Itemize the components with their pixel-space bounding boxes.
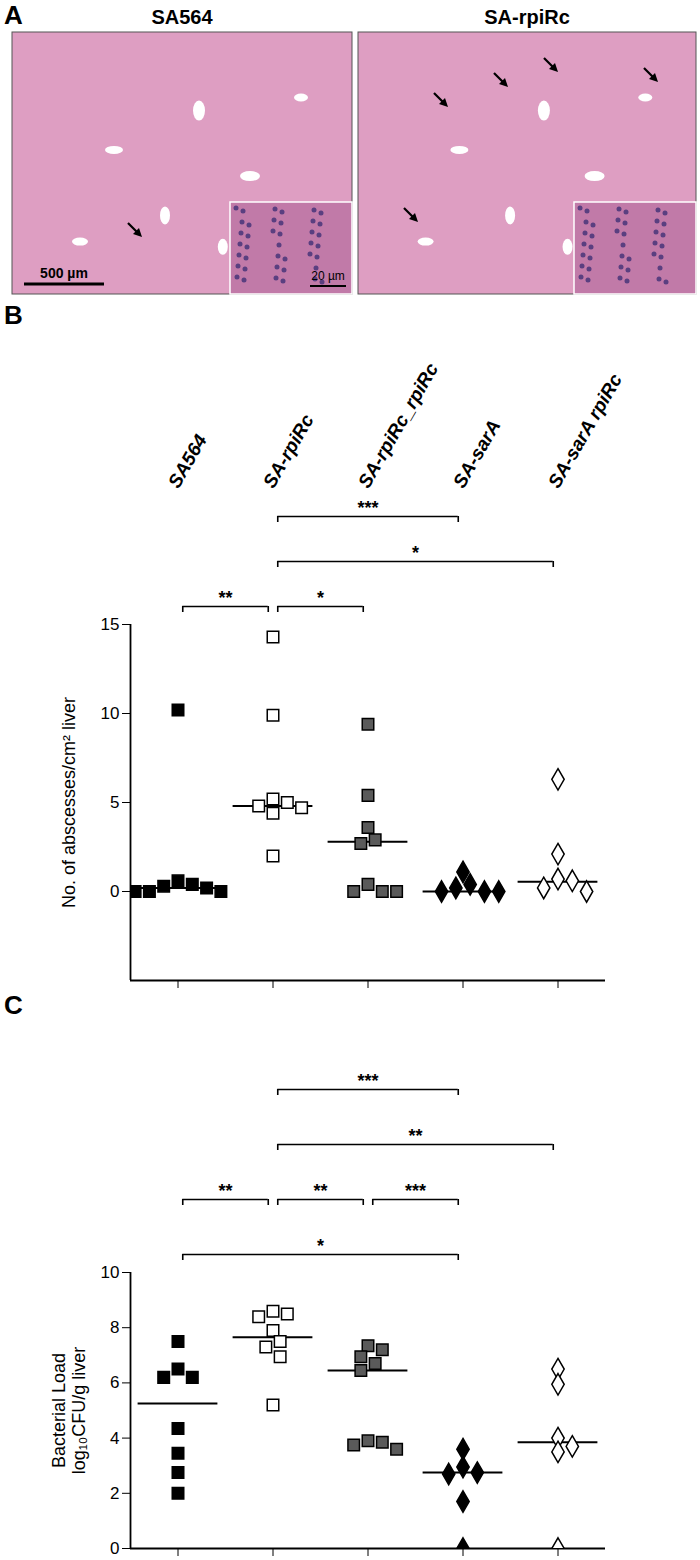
svg-text:*: * (317, 1236, 324, 1256)
svg-text:***: *** (405, 1181, 426, 1201)
svg-text:10: 10 (101, 1263, 120, 1282)
svg-text:10: 10 (101, 704, 120, 723)
html-text:C: C (4, 990, 23, 1020)
svg-text:**: ** (408, 1126, 422, 1146)
svg-text:SA-rpiRc: SA-rpiRc (484, 6, 570, 28)
svg-text:0: 0 (110, 1539, 119, 1558)
svg-text:**: ** (218, 588, 232, 608)
svg-text:SA-rpiRc: SA-rpiRc (259, 410, 318, 491)
svg-text:SA564: SA564 (164, 430, 211, 491)
svg-text:8: 8 (110, 1318, 119, 1337)
html-text:B: B (4, 300, 23, 330)
svg-text:No. of abscesses/cm² liver: No. of abscesses/cm² liver (59, 697, 79, 908)
svg-text:6: 6 (110, 1373, 119, 1392)
svg-text:5: 5 (110, 793, 119, 812)
svg-text:2: 2 (110, 1484, 119, 1503)
svg-text:*: * (412, 543, 419, 563)
svg-text:SA564: SA564 (151, 6, 213, 28)
svg-text:500 µm: 500 µm (40, 265, 88, 281)
svg-text:0: 0 (110, 882, 119, 901)
svg-text:**: ** (313, 1181, 327, 1201)
svg-text:15: 15 (101, 615, 120, 634)
svg-text:SA-sarA rpiRc: SA-sarA rpiRc (544, 370, 626, 492)
svg-text:***: *** (357, 498, 378, 518)
html-text:A: A (4, 0, 23, 30)
svg-text:4: 4 (110, 1429, 119, 1448)
svg-text:**: ** (218, 1181, 232, 1201)
svg-text:***: *** (357, 1071, 378, 1091)
svg-text:Bacterial Loadlog₁₀CFU/g liver: Bacterial Loadlog₁₀CFU/g liver (49, 1347, 90, 1475)
svg-text:SA-rpiRc_rpiRc: SA-rpiRc_rpiRc (354, 359, 443, 491)
svg-text:*: * (317, 588, 324, 608)
svg-text:SA-sarA: SA-sarA (449, 416, 505, 491)
svg-text:20 µm: 20 µm (311, 269, 345, 283)
